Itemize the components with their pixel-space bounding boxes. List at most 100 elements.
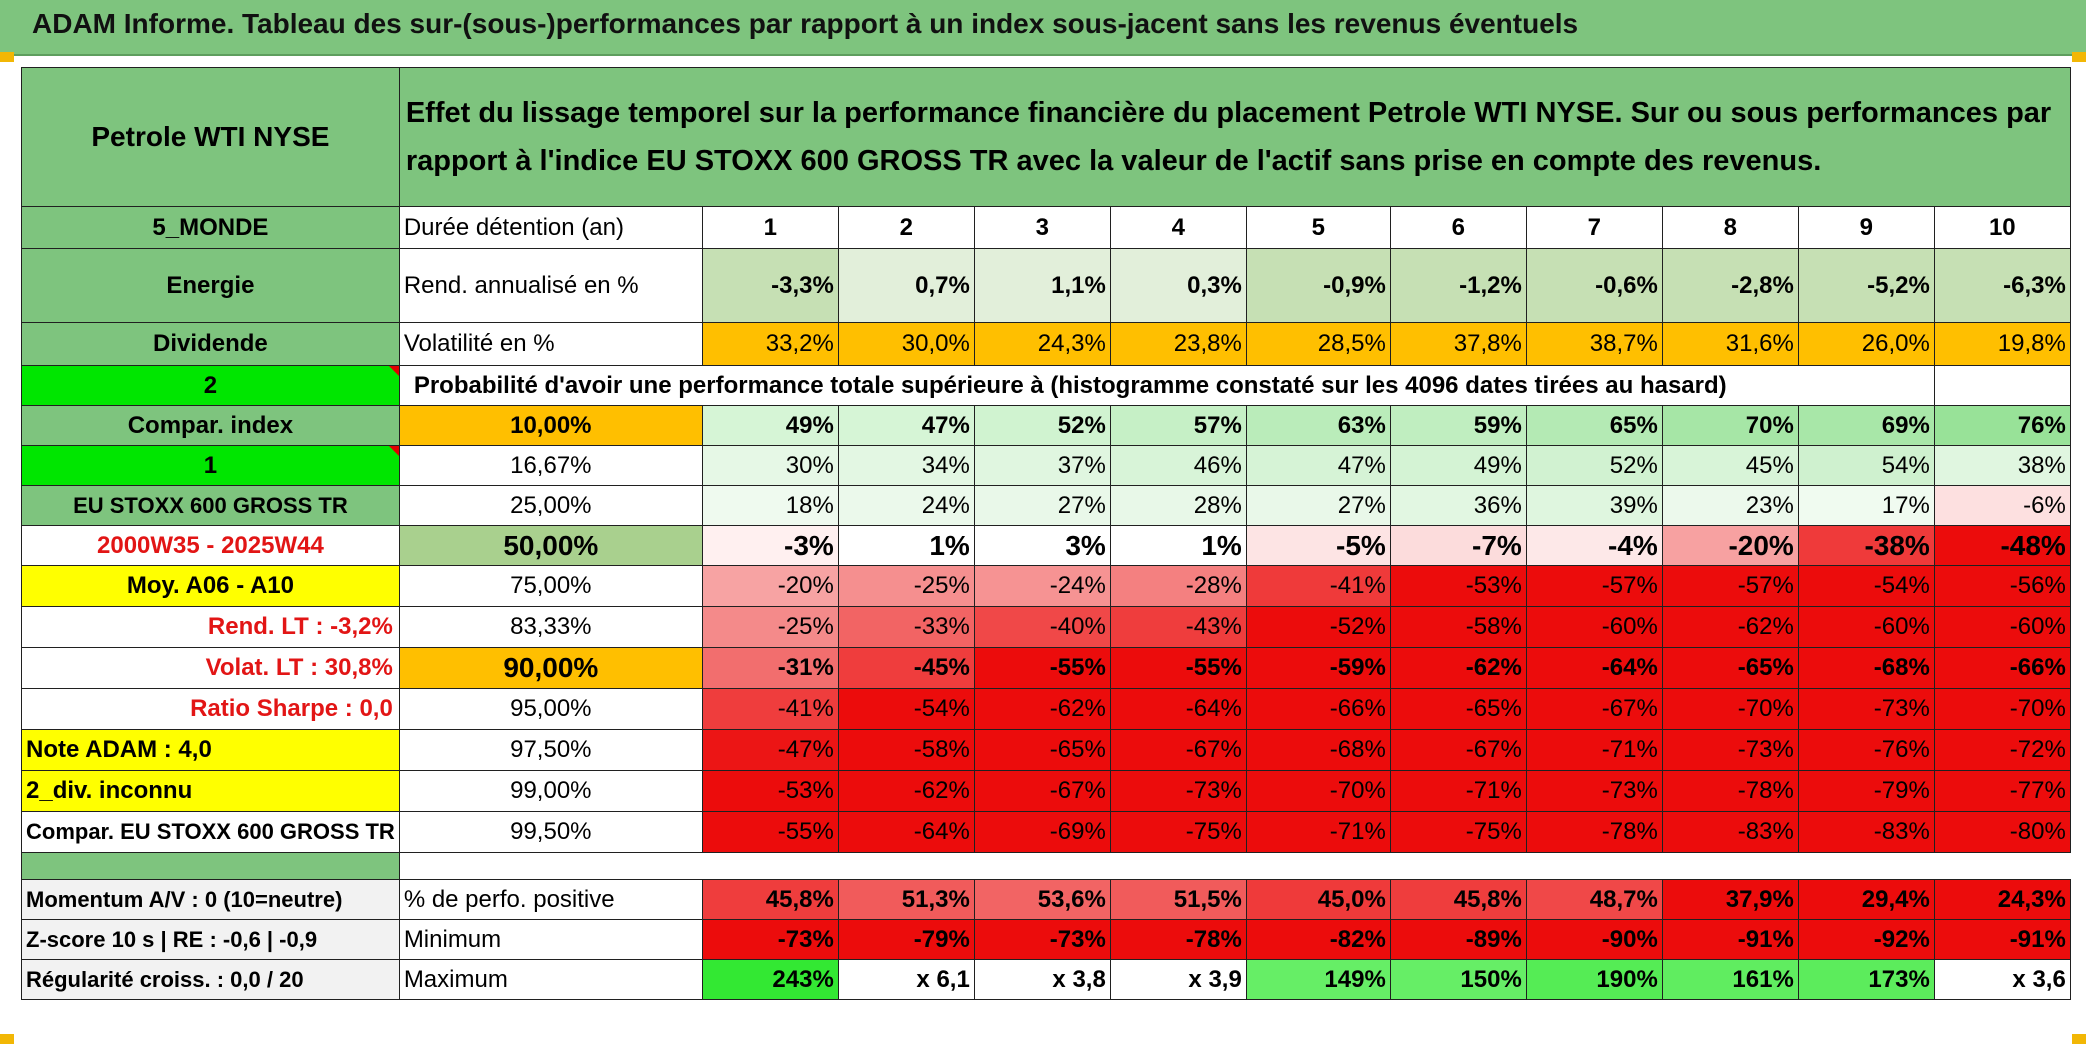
quantile-cell: 45% [1661,445,1799,486]
volat-cell: 31,6% [1661,322,1799,366]
quantile-row: Volat. LT : 30,8% 90,00% -31% -45% -55% … [21,647,2071,689]
asset-name: Petrole WTI NYSE [21,67,400,207]
minimum-cell: -91% [1661,919,1799,960]
quantile-cell: -78% [1525,811,1663,853]
quantile-cell: -57% [1525,565,1663,607]
quantile-cell: -59% [1245,647,1391,689]
corner-marker [0,1034,14,1044]
maximum-cell: 173% [1797,959,1935,1000]
quantile-cell: -65% [1661,647,1799,689]
quantile-cell: 49% [701,405,839,446]
volat-cell: 26,0% [1797,322,1935,366]
minimum-cell: -78% [1109,919,1247,960]
dividend-label: Dividende [21,322,400,366]
quantile-cell: -65% [973,729,1111,771]
spacer-cell [21,852,400,880]
quantile-cell: -55% [973,647,1111,689]
duree-label: Durée détention (an) [398,206,703,249]
report-description: Effet du lissage temporel sur la perform… [398,67,2071,207]
volat-cell: 37,8% [1389,322,1527,366]
maximum-cell: x 3,8 [973,959,1111,1000]
rend-label: Rend. annualisé en % [398,248,703,323]
quantile-cell: 27% [973,485,1111,526]
quantile-level: 10,00% [398,405,703,446]
quantile-cell: -58% [1389,606,1527,648]
maximum-cell: 149% [1245,959,1391,1000]
quantile-cell: 30% [701,445,839,486]
quantile-cell: -64% [1525,647,1663,689]
quantile-cell: 27% [1245,485,1391,526]
quantile-cell: -80% [1933,811,2071,853]
minimum-cell: -82% [1245,919,1391,960]
volat-cell: 38,7% [1525,322,1663,366]
quantile-cell: 17% [1797,485,1935,526]
quantile-level: 90,00% [398,647,703,689]
quantile-row-median: 2000W35 - 2025W44 50,00% -3% 1% 3% 1% -5… [21,525,2071,566]
selector-b[interactable]: 1 [21,445,400,486]
year-cell: 2 [837,206,975,249]
quantile-cell: 52% [1525,445,1663,486]
quantile-cell: -6% [1933,485,2071,526]
minimum-cell: -89% [1389,919,1527,960]
rend-cell: -0,6% [1525,248,1663,323]
rend-cell: -6,3% [1933,248,2071,323]
quantile-cell: 47% [1245,445,1391,486]
quantile-cell: -4% [1525,525,1663,566]
quantile-cell: -5% [1245,525,1391,566]
quantile-cell: -72% [1933,729,2071,771]
quantile-cell: -58% [837,729,975,771]
quantile-cell: -71% [1389,770,1527,812]
positive-cell: 37,9% [1661,879,1799,920]
positive-cell: 51,3% [837,879,975,920]
quantile-cell: -66% [1933,647,2071,689]
corner-marker [2072,52,2086,62]
quantile-level: 97,50% [398,729,703,771]
quantile-cell: -41% [701,688,839,730]
quantile-cell: -64% [1109,688,1247,730]
quantile-level: 25,00% [398,485,703,526]
quantile-cell: -65% [1389,688,1527,730]
quantile-row: 1 16,67% 30% 34% 37% 46% 47% 49% 52% 45%… [21,445,2071,486]
quantile-cell: -67% [1109,729,1247,771]
quantile-cell: -43% [1109,606,1247,648]
quantile-cell: -78% [1661,770,1799,812]
quantile-cell: 46% [1109,445,1247,486]
quantile-cell: 52% [973,405,1111,446]
quantile-cell: -79% [1797,770,1935,812]
quantile-cell: -54% [837,688,975,730]
quantile-cell: -20% [1661,525,1799,566]
quantile-row: Compar. EU STOXX 600 GROSS TR 99,50% -55… [21,811,2071,853]
quantile-cell: 1% [1109,525,1247,566]
quantile-cell: 38% [1933,445,2071,486]
maximum-cell: x 6,1 [837,959,975,1000]
years-row: 5_MONDE Durée détention (an) 1 2 3 4 5 6… [21,206,2071,249]
selector-a[interactable]: 2 [21,365,400,406]
quantile-cell: 1% [837,525,975,566]
rend-cell: -0,9% [1245,248,1391,323]
volat-cell: 30,0% [837,322,975,366]
quantile-cell: -56% [1933,565,2071,607]
quantile-cell: -62% [837,770,975,812]
quantile-cell: -62% [1661,606,1799,648]
rend-cell: 0,3% [1109,248,1247,323]
quantile-cell: -67% [973,770,1111,812]
quantile-cell: 23% [1661,485,1799,526]
empty-cell [1933,365,2071,406]
quantile-row: Note ADAM : 4,0 97,50% -47% -58% -65% -6… [21,729,2071,771]
quantile-level: 50,00% [398,525,703,566]
compar-full-label: Compar. EU STOXX 600 GROSS TR [21,811,400,853]
quantile-cell: -47% [701,729,839,771]
period-label: 2000W35 - 2025W44 [21,525,400,566]
quantile-cell: -68% [1245,729,1391,771]
momentum-label: Momentum A/V : 0 (10=neutre) [21,879,400,920]
quantile-cell: -60% [1933,606,2071,648]
volat-cell: 24,3% [973,322,1111,366]
minimum-cell: -92% [1797,919,1935,960]
quantile-cell: -68% [1797,647,1935,689]
quantile-row: Ratio Sharpe : 0,0 95,00% -41% -54% -62%… [21,688,2071,730]
quantile-cell: 57% [1109,405,1247,446]
note-label: Note ADAM : 4,0 [21,729,400,771]
probability-row: 2 Probabilité d'avoir une performance to… [21,365,2071,406]
pct-positive-label: % de perfo. positive [398,879,703,920]
quantile-cell: -45% [837,647,975,689]
